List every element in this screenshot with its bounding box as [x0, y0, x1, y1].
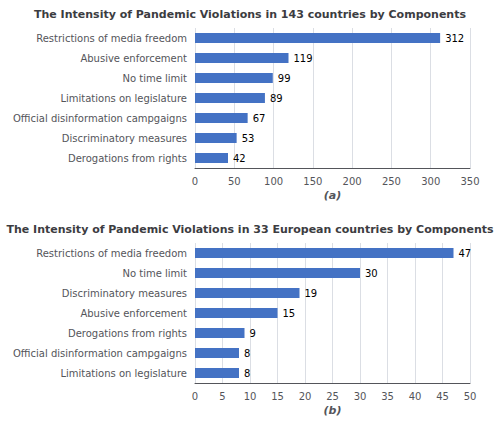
svg-text:8: 8: [244, 368, 250, 379]
svg-text:The Intensity of Pandemic Viol: The Intensity of Pandemic Violations in …: [34, 8, 466, 21]
svg-text:8: 8: [244, 348, 250, 359]
svg-text:25: 25: [326, 391, 339, 402]
svg-text:Abusive enforcement: Abusive enforcement: [80, 53, 187, 64]
svg-text:19: 19: [305, 288, 318, 299]
svg-text:45: 45: [436, 391, 449, 402]
svg-text:(b): (b): [324, 404, 342, 417]
svg-text:Limitations on legislature: Limitations on legislature: [60, 93, 187, 104]
svg-text:(a): (a): [324, 189, 341, 202]
svg-text:89: 89: [270, 93, 283, 104]
svg-text:250: 250: [382, 176, 401, 187]
svg-text:100: 100: [264, 176, 283, 187]
svg-text:119: 119: [294, 53, 313, 64]
svg-text:15: 15: [271, 391, 284, 402]
svg-text:No time limit: No time limit: [122, 73, 187, 84]
svg-text:10: 10: [244, 391, 257, 402]
svg-text:Discriminatory measures: Discriminatory measures: [62, 288, 187, 299]
svg-text:150: 150: [303, 176, 322, 187]
svg-text:40: 40: [409, 391, 422, 402]
svg-text:350: 350: [460, 176, 479, 187]
svg-text:35: 35: [381, 391, 394, 402]
svg-text:300: 300: [421, 176, 440, 187]
svg-text:5: 5: [219, 391, 225, 402]
svg-text:53: 53: [242, 133, 255, 144]
svg-text:Abusive enforcement: Abusive enforcement: [80, 308, 187, 319]
svg-text:Official disinformation campga: Official disinformation campgaigns: [13, 113, 187, 124]
svg-text:0: 0: [192, 391, 198, 402]
svg-text:9: 9: [250, 328, 256, 339]
svg-text:47: 47: [459, 248, 472, 259]
svg-text:20: 20: [299, 391, 312, 402]
svg-text:312: 312: [445, 33, 464, 44]
svg-text:50: 50: [464, 391, 477, 402]
svg-text:Derogations from rights: Derogations from rights: [68, 153, 187, 164]
svg-text:Restrictions of media freedom: Restrictions of media freedom: [36, 248, 187, 259]
svg-text:200: 200: [343, 176, 362, 187]
svg-text:Official disinformation campga: Official disinformation campgaigns: [13, 348, 187, 359]
svg-text:67: 67: [253, 113, 266, 124]
svg-text:42: 42: [233, 153, 246, 164]
svg-text:99: 99: [278, 73, 291, 84]
svg-text:30: 30: [365, 268, 378, 279]
svg-text:The Intensity of Pandemic Viol: The Intensity of Pandemic Violations in …: [6, 223, 494, 236]
svg-text:No time limit: No time limit: [122, 268, 187, 279]
svg-text:30: 30: [354, 391, 367, 402]
svg-text:Derogations from rights: Derogations from rights: [68, 328, 187, 339]
svg-text:15: 15: [283, 308, 296, 319]
svg-text:0: 0: [192, 176, 198, 187]
svg-text:Discriminatory measures: Discriminatory measures: [62, 133, 187, 144]
svg-text:Restrictions of media freedom: Restrictions of media freedom: [36, 33, 187, 44]
svg-text:50: 50: [228, 176, 241, 187]
svg-text:Limitations on legislature: Limitations on legislature: [60, 368, 187, 379]
